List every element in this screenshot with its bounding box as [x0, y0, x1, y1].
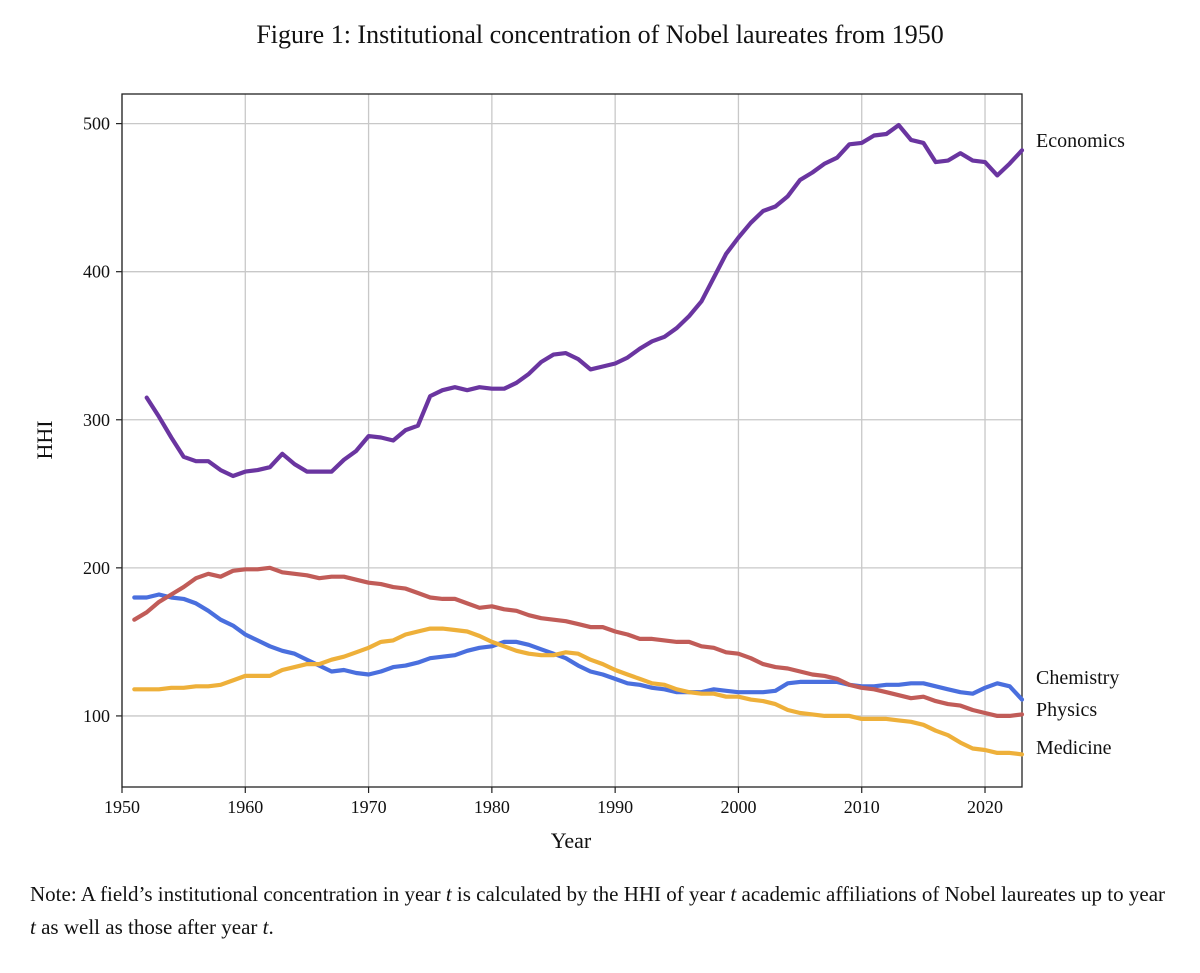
x-tick-label: 2010	[844, 797, 880, 817]
axes: 1950 1960 1970 1980 1990 2000 2010 2020 100 200 30…	[83, 93, 1023, 817]
x-tick-label: 1950	[104, 797, 140, 817]
x-tick-label: 1970	[351, 797, 387, 817]
note-text-1: Note: A field’s institutional concentrat…	[30, 882, 446, 906]
note-var-t: t	[445, 882, 452, 906]
series-label-chemistry: Chemistry	[1036, 667, 1119, 689]
y-tick-label: 400	[83, 262, 110, 282]
series-label-physics: Physics	[1036, 699, 1097, 721]
x-tick-label: 2020	[967, 797, 1003, 817]
note-var-t: t	[730, 882, 737, 906]
grid-lines	[121, 94, 1022, 787]
x-tick-label: 1990	[597, 797, 633, 817]
y-tick-label: 500	[83, 114, 110, 134]
plot-frame	[121, 93, 1023, 788]
note-text-3: academic affiliations of Nobel laureates…	[736, 882, 1166, 906]
line-chart: 1950 1960 1970 1980 1990 2000 2010 2020 100 200 30…	[32, 93, 1125, 853]
y-axis-label: HHI	[32, 420, 57, 459]
x-tick-label: 2000	[720, 797, 756, 817]
series-lines	[132, 122, 1025, 757]
series-line-economics	[144, 122, 1025, 479]
note-text-5: .	[268, 915, 274, 939]
series-line-physics	[132, 565, 1025, 719]
x-tick-label: 1980	[474, 797, 510, 817]
series-label-economics: Economics	[1036, 130, 1125, 152]
figure-note: Note: A field’s institutional concentrat…	[30, 878, 1170, 944]
series-line-chemistry	[132, 592, 1025, 702]
note-var-t: t	[30, 915, 36, 939]
y-tick-label: 100	[83, 706, 110, 726]
series-label-medicine: Medicine	[1036, 737, 1112, 759]
x-axis-label: Year	[551, 828, 592, 853]
series-labels: Economics Chemistry Physics Medicine	[1036, 130, 1125, 759]
figure-caption: Figure 1: Institutional concentration of…	[256, 20, 944, 49]
note-text-2: is calculated by the HHI of year	[451, 882, 731, 906]
note-var-t: t	[262, 915, 269, 939]
y-tick-label: 200	[83, 558, 110, 578]
y-tick-label: 300	[83, 410, 110, 430]
x-tick-label: 1960	[227, 797, 263, 817]
note-text-4: as well as those after year	[35, 915, 263, 939]
series-line-medicine	[132, 626, 1025, 757]
